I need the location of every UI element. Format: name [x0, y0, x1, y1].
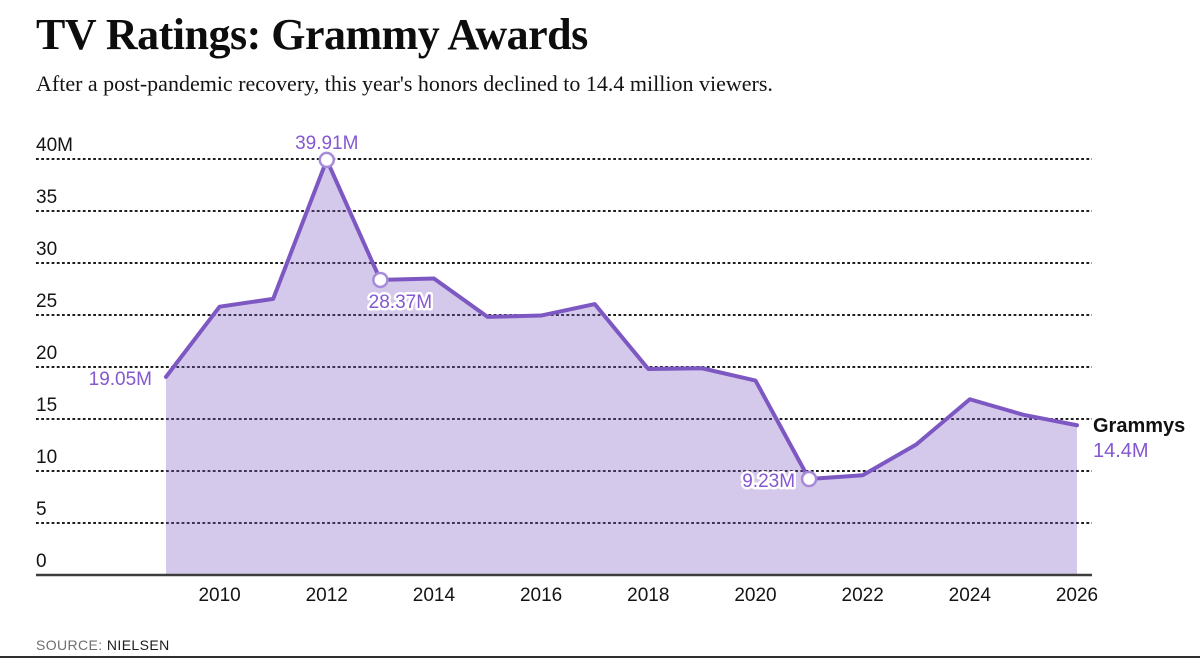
x-tick-label-2026: 2026	[1056, 585, 1098, 606]
annotation-label-2012: 39.91M	[295, 133, 358, 154]
y-tick-label-5: 5	[36, 499, 47, 520]
bottom-divider	[0, 656, 1200, 658]
y-tick-label-35: 35	[36, 187, 57, 208]
y-tick-label-30: 30	[36, 239, 57, 260]
x-tick-label-2018: 2018	[627, 585, 669, 606]
page-title: TV Ratings: Grammy Awards	[36, 10, 588, 59]
x-tick-label-2014: 2014	[413, 585, 456, 606]
x-tick-label-2012: 2012	[306, 585, 348, 606]
series-end-label-name: Grammys	[1093, 415, 1185, 437]
y-tick-label-20: 20	[36, 343, 57, 364]
series-area-fill	[166, 159, 1077, 575]
source-row: SOURCE: NIELSEN	[36, 637, 170, 653]
y-tick-label-0: 0	[36, 551, 47, 572]
x-tick-label-2022: 2022	[842, 585, 884, 606]
data-point-marker-2021	[800, 470, 818, 488]
data-point-marker-2013	[372, 271, 389, 289]
x-tick-label-2016: 2016	[520, 585, 562, 606]
y-tick-label-15: 15	[36, 395, 57, 416]
x-tick-label-2024: 2024	[949, 585, 992, 606]
x-tick-label-2020: 2020	[734, 585, 776, 606]
source-label: SOURCE:	[36, 637, 103, 653]
chart-header: TV Ratings: Grammy Awards After a post-p…	[36, 10, 1166, 97]
y-tick-label-25: 25	[36, 291, 57, 312]
y-tick-label-10: 10	[36, 447, 57, 468]
y-tick-label-40: 40M	[36, 135, 73, 156]
page-subtitle: After a post-pandemic recovery, this yea…	[36, 71, 773, 97]
annotation-label-2021: 9.23M	[742, 471, 795, 492]
source-value: NIELSEN	[106, 637, 170, 653]
annotation-label-2013: 28.37M	[369, 292, 432, 313]
series-line-grammys	[164, 157, 1079, 482]
data-point-marker-2012	[318, 151, 336, 169]
annotation-label-2009: 19.05M	[89, 369, 152, 390]
series-end-label-value: 14.4M	[1093, 440, 1149, 462]
x-tick-label-2010: 2010	[198, 585, 240, 606]
